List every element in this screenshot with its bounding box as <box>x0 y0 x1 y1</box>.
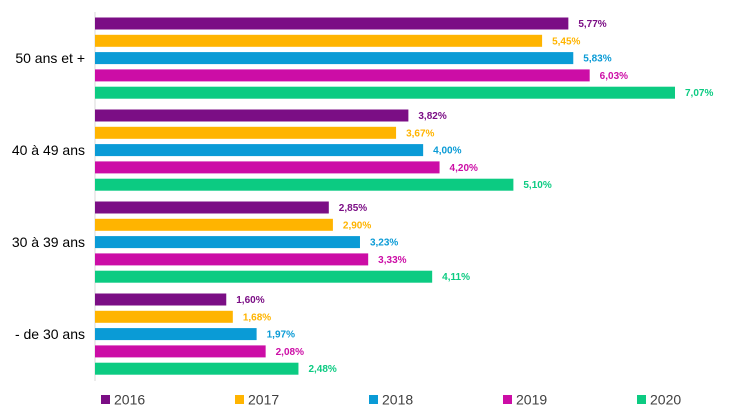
data-label-2020-4: 2,48% <box>308 364 336 375</box>
data-label-2019-1: 6,03% <box>600 71 628 82</box>
bar-2019-3 <box>95 253 369 266</box>
legend-swatch-2018 <box>369 395 378 404</box>
data-label-2019-3: 3,33% <box>378 255 406 266</box>
data-label-2016-4: 1,60% <box>236 295 264 306</box>
data-label-2020-3: 4,11% <box>442 272 470 283</box>
bars-group: 5,77% 5,45%5,83% 6,03% 7,07% 3,82% 3,67% 4,00%… <box>95 17 713 375</box>
bar-2017-2 <box>95 126 397 139</box>
legend-label-2016: 2016 <box>114 392 145 408</box>
category-label-1: 50 ans et + <box>15 50 85 66</box>
legend-swatch-2020 <box>637 395 646 404</box>
data-label-2018-4: 1,97% <box>267 330 295 341</box>
data-label-2018-1: 5,83% <box>583 54 611 65</box>
legend-swatch-2019 <box>503 395 512 404</box>
bar-2016-4 <box>95 293 227 306</box>
legend-label-2020: 2020 <box>650 392 681 408</box>
legend-label-2018: 2018 <box>382 392 413 408</box>
bar-2019-4 <box>95 345 266 358</box>
data-label-2016-3: 2,85% <box>339 203 367 214</box>
bar-2017-1 <box>95 34 543 47</box>
data-label-2016-2: 3,82% <box>418 111 446 122</box>
category-label-2: 40 à 49 ans <box>12 142 85 158</box>
data-label-2017-1: 5,45% <box>552 36 580 47</box>
data-label-2019-2: 4,20% <box>450 163 478 174</box>
bar-2018-4 <box>95 328 257 341</box>
bar-2016-2 <box>95 109 409 122</box>
bar-2017-4 <box>95 310 233 323</box>
category-label-3: 30 à 39 ans <box>12 234 85 250</box>
bar-2019-2 <box>95 161 440 174</box>
bar-2018-1 <box>95 52 574 65</box>
legend-label-2019: 2019 <box>516 392 547 408</box>
data-label-2016-1: 5,77% <box>578 19 606 30</box>
bar-2018-2 <box>95 144 424 157</box>
legend-swatch-2017 <box>235 395 244 404</box>
data-label-2020-2: 5,10% <box>523 180 551 191</box>
bar-2016-1 <box>95 17 569 30</box>
bar-2016-3 <box>95 201 329 214</box>
data-label-2017-2: 3,67% <box>406 128 434 139</box>
bar-2019-1 <box>95 69 590 82</box>
bar-2018-3 <box>95 236 360 249</box>
bar-2020-1 <box>95 86 675 99</box>
bar-2017-3 <box>95 218 333 231</box>
data-label-2018-3: 3,23% <box>370 238 398 249</box>
category-label-4: - de 30 ans <box>15 326 85 342</box>
data-label-2017-4: 1,68% <box>243 312 271 323</box>
data-label-2018-2: 4,00% <box>433 146 461 157</box>
legend: 2016 2017 2018 2019 2020 <box>101 392 681 408</box>
bar-2020-4 <box>95 362 299 375</box>
bar-2020-2 <box>95 178 514 191</box>
data-label-2020-1: 7,07% <box>685 88 713 99</box>
legend-swatch-2016 <box>101 395 110 404</box>
data-label-2019-4: 2,08% <box>276 347 304 358</box>
legend-label-2017: 2017 <box>248 392 279 408</box>
category-labels: 50 ans et + 40 à 49 ans 30 à 39 ans - de 30… <box>12 50 85 342</box>
data-label-2017-3: 2,90% <box>343 220 371 231</box>
bar-2020-3 <box>95 270 433 283</box>
